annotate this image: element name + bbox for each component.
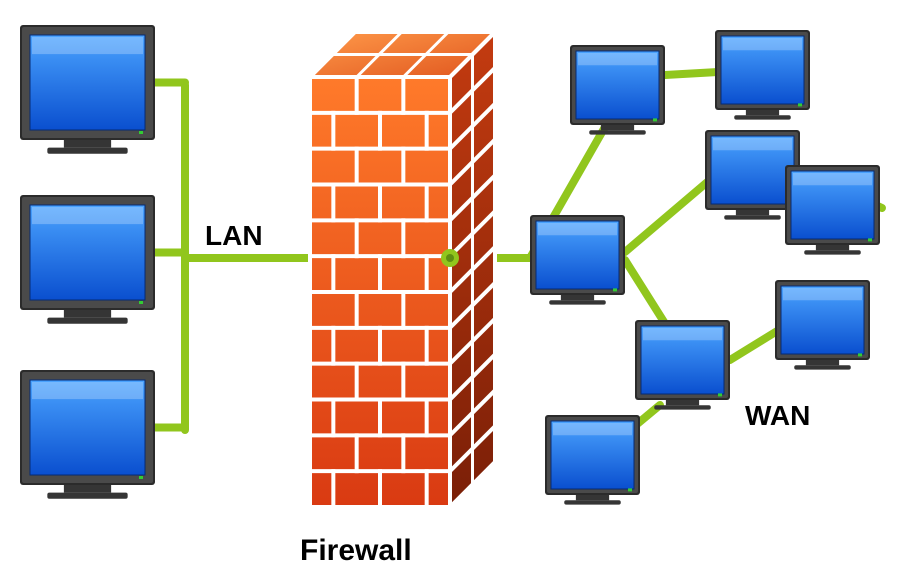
wan-computer-icon bbox=[570, 45, 665, 135]
wan-computer-icon bbox=[775, 280, 870, 370]
lan-computer-icon bbox=[20, 25, 155, 154]
firewall-layer bbox=[310, 32, 495, 507]
firewall-diagram: LAN Firewall WAN bbox=[0, 0, 900, 574]
firewall-label: Firewall bbox=[300, 534, 412, 567]
wan-link-3 bbox=[665, 72, 718, 75]
wan-link-7 bbox=[730, 328, 782, 360]
wan-label: WAN bbox=[745, 400, 810, 431]
lan-computer-icon bbox=[20, 370, 155, 499]
wan-computer-icon bbox=[530, 215, 625, 305]
wan-link-4 bbox=[625, 178, 712, 252]
lan-label: LAN bbox=[205, 220, 263, 251]
wan-computer-icon bbox=[635, 320, 730, 410]
wan-computer-icon bbox=[715, 30, 810, 120]
wan-computer-icon bbox=[785, 165, 880, 255]
firewall-icon bbox=[310, 32, 495, 507]
connections-layer bbox=[155, 72, 882, 455]
lan-computer-icon bbox=[20, 195, 155, 324]
wan-computer-icon bbox=[545, 415, 640, 505]
